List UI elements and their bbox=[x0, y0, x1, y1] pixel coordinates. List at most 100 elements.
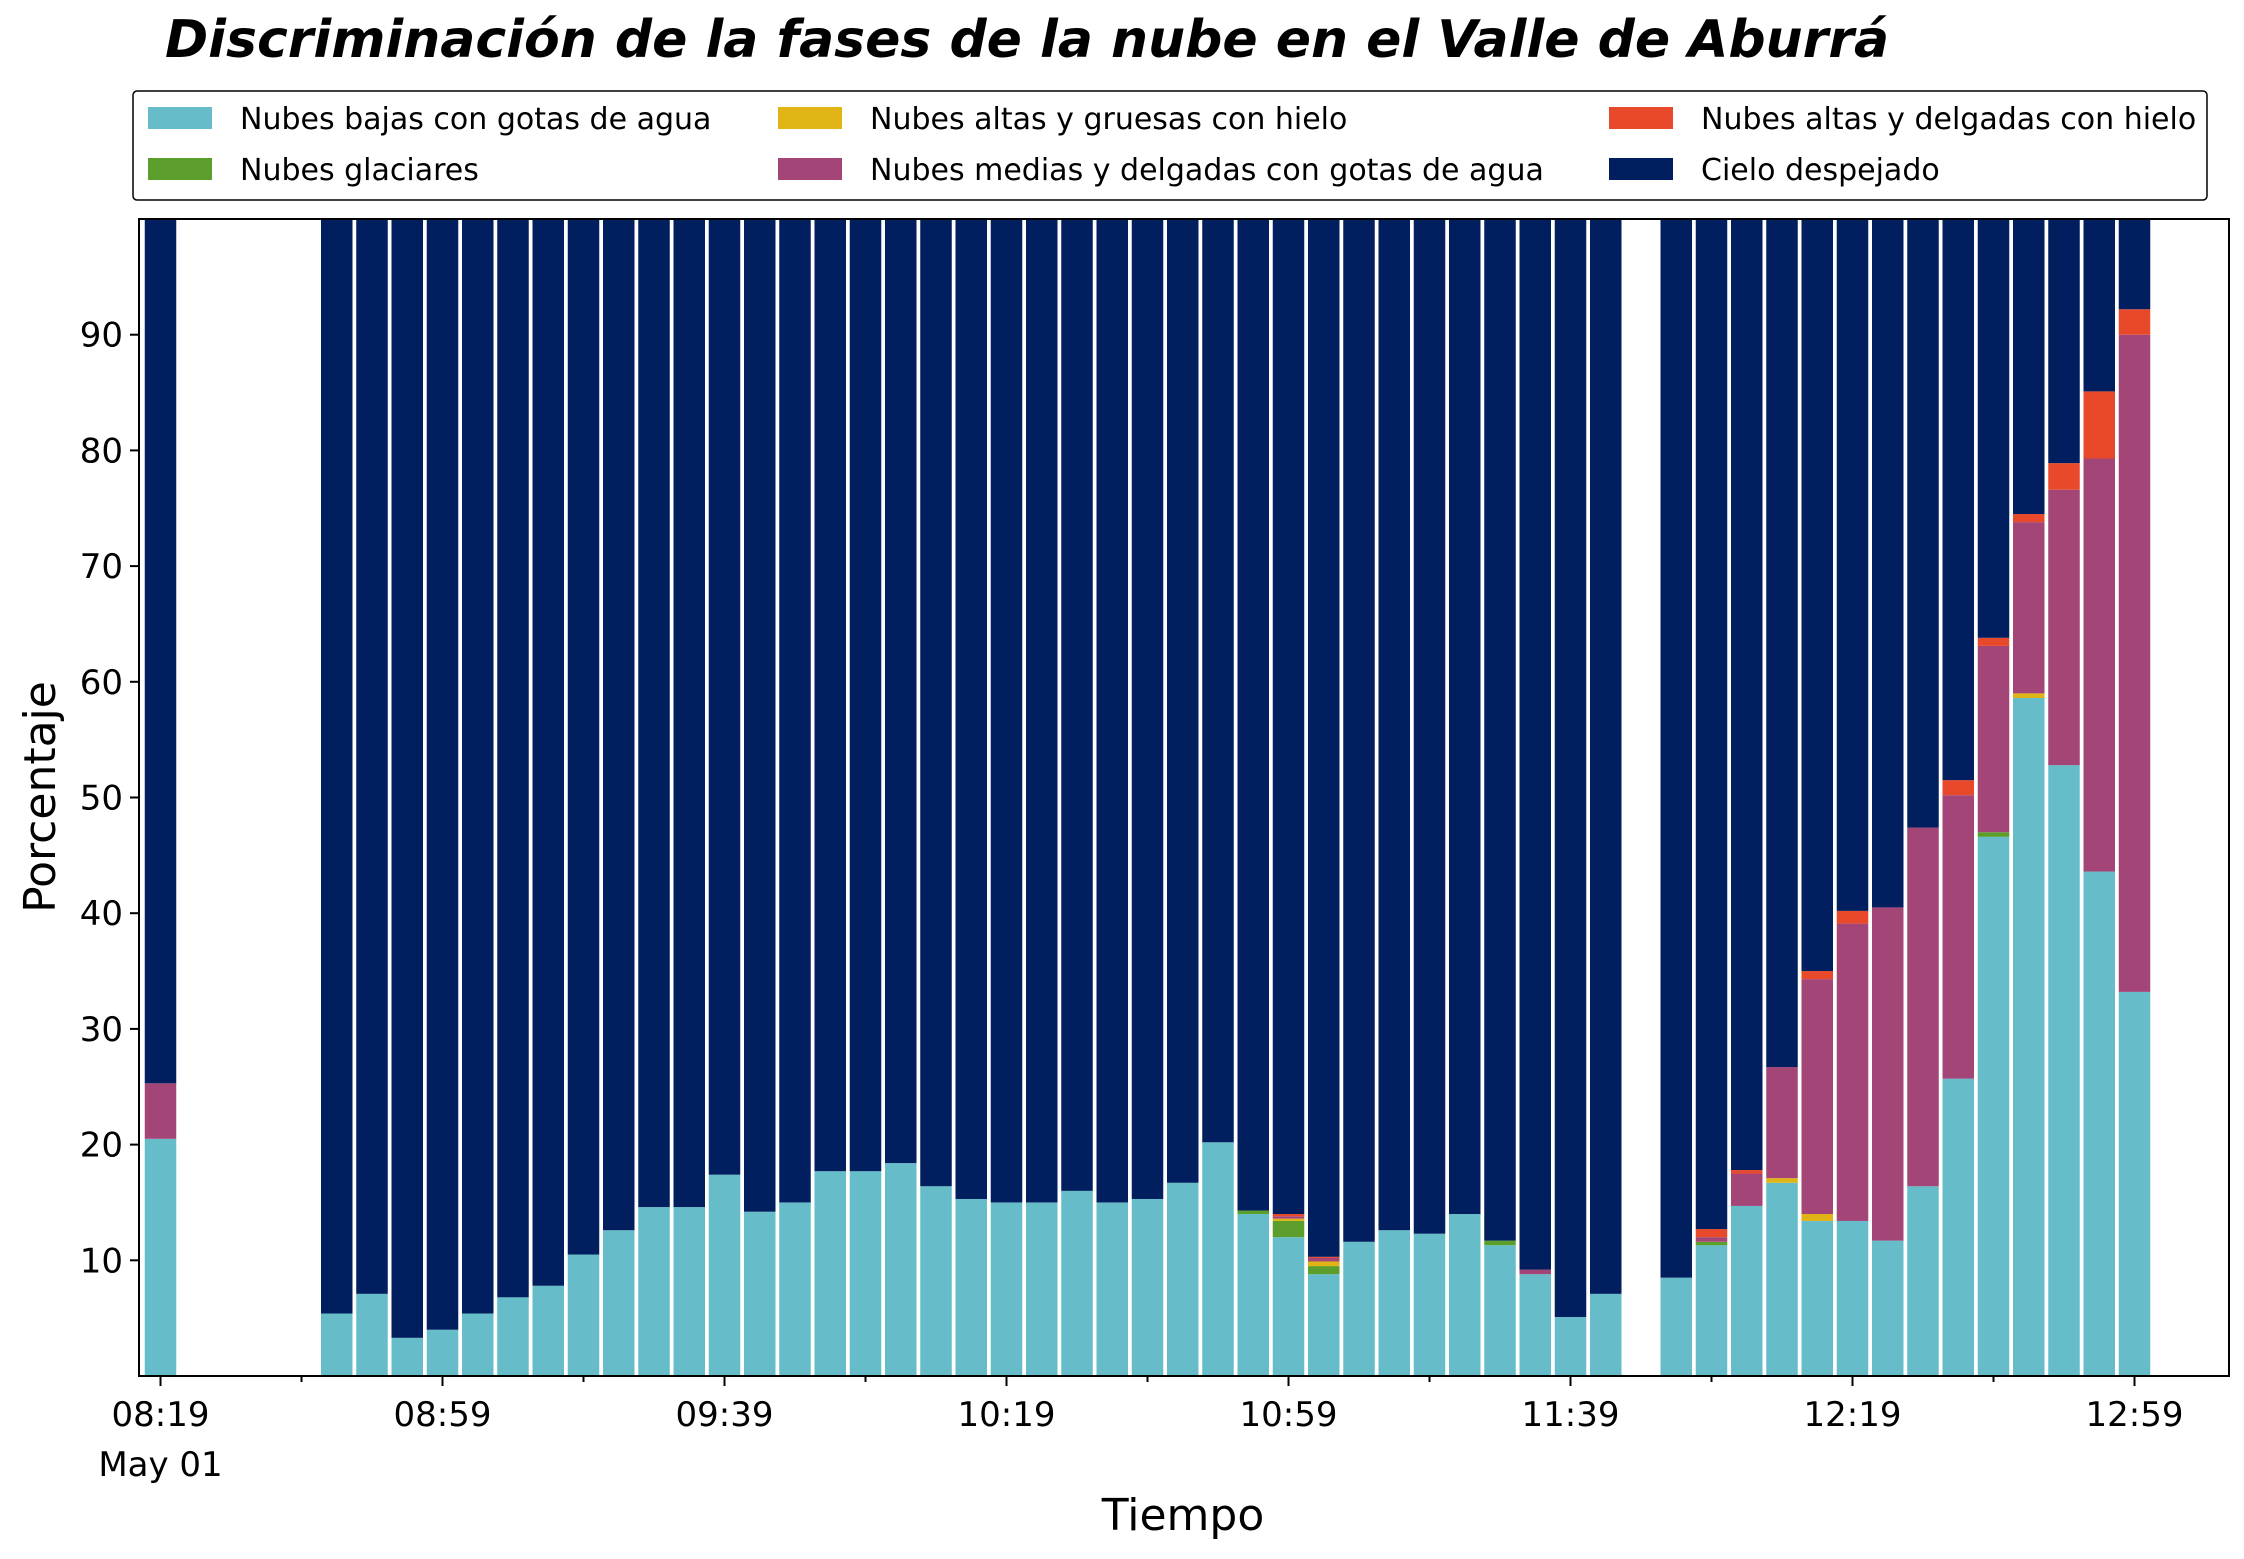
bar-segment-nubes-bajas-con-gotas-de-agua bbox=[779, 1202, 811, 1376]
bar-segment-nubes-bajas-con-gotas-de-agua bbox=[744, 1211, 776, 1376]
bar-segment-nubes-bajas-con-gotas-de-agua bbox=[1590, 1293, 1622, 1376]
x-tick-label: 12:19 bbox=[1804, 1395, 1902, 1435]
bar-segment-cielo-despejado bbox=[638, 219, 670, 1208]
bar-segment-cielo-despejado bbox=[1872, 219, 1904, 908]
bar-segment-cielo-despejado bbox=[1061, 219, 1093, 1191]
bar-segment-nubes-medias-y-delgadas-con-gotas-de-agua bbox=[1977, 645, 2010, 833]
bar-segment-nubes-altas-y-delgadas-con-hielo bbox=[1695, 1229, 1728, 1238]
bar-segment-nubes-bajas-con-gotas-de-agua bbox=[990, 1202, 1023, 1376]
bar-segment-cielo-despejado bbox=[955, 219, 987, 1199]
x-tick-label: 12:59 bbox=[2086, 1395, 2184, 1435]
bar-segment-cielo-despejado bbox=[603, 219, 635, 1231]
bar-segment-nubes-medias-y-delgadas-con-gotas-de-agua bbox=[1519, 1269, 1551, 1275]
bar-segment-cielo-despejado bbox=[321, 219, 353, 1314]
bar-segment-cielo-despejado bbox=[1907, 219, 1939, 828]
bar-segment-cielo-despejado bbox=[1413, 219, 1446, 1234]
bar-segment-nubes-bajas-con-gotas-de-agua bbox=[708, 1174, 741, 1376]
bar-segment-nubes-bajas-con-gotas-de-agua bbox=[1308, 1274, 1340, 1376]
bar-segment-cielo-despejado bbox=[1519, 219, 1551, 1270]
x-tick-label: 10:19 bbox=[958, 1395, 1056, 1435]
bar-segment-nubes-bajas-con-gotas-de-agua bbox=[532, 1285, 564, 1376]
bar-segment-cielo-despejado bbox=[497, 219, 529, 1298]
bar-segment-nubes-altas-y-delgadas-con-hielo bbox=[1801, 971, 1833, 980]
bar-segment-nubes-bajas-con-gotas-de-agua bbox=[885, 1163, 917, 1376]
bar-segment-nubes-bajas-con-gotas-de-agua bbox=[426, 1329, 459, 1376]
bar-segment-cielo-despejado bbox=[1237, 219, 1269, 1211]
bar-segment-nubes-glaciares bbox=[1308, 1266, 1340, 1275]
bar-segment-nubes-altas-y-delgadas-con-hielo bbox=[1272, 1214, 1305, 1217]
bar-segment-cielo-despejado bbox=[1167, 219, 1199, 1183]
bar-segment-nubes-medias-y-delgadas-con-gotas-de-agua bbox=[1766, 1067, 1798, 1179]
legend-swatch-nubes-glaciares bbox=[148, 158, 212, 180]
bar-segment-cielo-despejado bbox=[1096, 219, 1128, 1203]
bar-segment-nubes-altas-y-delgadas-con-hielo bbox=[1977, 637, 2010, 646]
legend-label-nubes-altas-y-delgadas-con-hielo: Nubes altas y delgadas con hielo bbox=[1701, 102, 2196, 137]
bar-segment-cielo-despejado bbox=[2013, 219, 2045, 515]
legend-swatch-nubes-bajas-con-gotas-de-agua bbox=[148, 107, 212, 129]
plot-area: 10 20 30 40 50 60 70 80 90 08:19 08:59 09:39 10:19 1… bbox=[80, 218, 2230, 1485]
bar-segment-cielo-despejado bbox=[920, 219, 952, 1187]
bar-segment-cielo-despejado bbox=[1836, 219, 1869, 911]
bar-segment-nubes-bajas-con-gotas-de-agua bbox=[1131, 1198, 1164, 1376]
bar-segment-nubes-bajas-con-gotas-de-agua bbox=[1766, 1182, 1798, 1376]
legend-label-nubes-glaciares: Nubes glaciares bbox=[240, 153, 479, 188]
bar-segment-cielo-despejado bbox=[744, 219, 776, 1212]
bar-segment-cielo-despejado bbox=[426, 219, 459, 1330]
bar-segment-nubes-glaciares bbox=[1237, 1210, 1269, 1215]
bar-segment-nubes-medias-y-delgadas-con-gotas-de-agua bbox=[1801, 979, 1833, 1215]
x-tick-sublabel: May 01 bbox=[98, 1445, 222, 1485]
bar-segment-nubes-medias-y-delgadas-con-gotas-de-agua bbox=[2013, 522, 2045, 694]
bar-segment-cielo-despejado bbox=[814, 219, 846, 1172]
bar-segment-cielo-despejado bbox=[1272, 219, 1305, 1215]
bar-segment-cielo-despejado bbox=[1343, 219, 1375, 1242]
bar-segment-cielo-despejado bbox=[1026, 219, 1058, 1203]
bar-segment-nubes-altas-y-gruesas-con-hielo bbox=[2013, 693, 2045, 698]
bar-segment-nubes-bajas-con-gotas-de-agua bbox=[1660, 1277, 1692, 1376]
bar-segment-nubes-altas-y-delgadas-con-hielo bbox=[2048, 463, 2080, 490]
bar-segment-nubes-bajas-con-gotas-de-agua bbox=[567, 1254, 600, 1376]
bar-segment-nubes-bajas-con-gotas-de-agua bbox=[1942, 1078, 1974, 1376]
bar-segment-nubes-altas-y-delgadas-con-hielo bbox=[2118, 309, 2151, 335]
bar-segment-nubes-bajas-con-gotas-de-agua bbox=[1801, 1220, 1833, 1376]
bar-segment-nubes-medias-y-delgadas-con-gotas-de-agua bbox=[2118, 334, 2151, 992]
chart-title: Discriminación de la fases de la nube en… bbox=[165, 10, 1889, 70]
legend-label-nubes-altas-y-gruesas-con-hielo: Nubes altas y gruesas con hielo bbox=[870, 102, 1347, 137]
bar-segment-nubes-bajas-con-gotas-de-agua bbox=[462, 1313, 494, 1376]
bar-segment-cielo-despejado bbox=[1660, 219, 1692, 1278]
bar-segment-nubes-altas-y-delgadas-con-hielo bbox=[1942, 780, 1974, 796]
y-tick-label: 90 bbox=[80, 316, 123, 356]
bar-segment-nubes-altas-y-delgadas-con-hielo bbox=[1731, 1170, 1763, 1174]
bar-segment-nubes-glaciares bbox=[1484, 1240, 1516, 1246]
bar-segment-nubes-bajas-con-gotas-de-agua bbox=[1061, 1190, 1093, 1376]
y-tick-label: 20 bbox=[80, 1126, 123, 1166]
bar-segment-nubes-glaciares bbox=[1695, 1241, 1728, 1246]
legend: Nubes bajas con gotas de agua Nubes glaci… bbox=[132, 90, 2208, 201]
bar-segment-cielo-despejado bbox=[1590, 219, 1622, 1294]
bar-segment-nubes-bajas-con-gotas-de-agua bbox=[497, 1297, 529, 1376]
x-tick-label: 08:59 bbox=[394, 1395, 492, 1435]
bar-segment-nubes-bajas-con-gotas-de-agua bbox=[814, 1171, 846, 1376]
bar-segment-nubes-bajas-con-gotas-de-agua bbox=[2013, 698, 2045, 1376]
bar-segment-cielo-despejado bbox=[1695, 219, 1728, 1230]
bar-segment-nubes-bajas-con-gotas-de-agua bbox=[603, 1230, 635, 1376]
y-axis: 10 20 30 40 50 60 70 80 90 bbox=[80, 316, 139, 1281]
bar-segment-nubes-altas-y-gruesas-con-hielo bbox=[1766, 1178, 1798, 1183]
bar-segment-nubes-bajas-con-gotas-de-agua bbox=[638, 1207, 670, 1376]
x-tick-label: 11:39 bbox=[1522, 1395, 1620, 1435]
bar-segment-cielo-despejado bbox=[356, 219, 388, 1294]
x-tick-label: 08:19 bbox=[112, 1395, 210, 1435]
bar-segment-cielo-despejado bbox=[1308, 219, 1340, 1257]
bar-segment-nubes-medias-y-delgadas-con-gotas-de-agua bbox=[1308, 1257, 1340, 1262]
bar-segment-nubes-medias-y-delgadas-con-gotas-de-agua bbox=[1942, 795, 1974, 1079]
bar-segment-nubes-bajas-con-gotas-de-agua bbox=[1096, 1202, 1128, 1376]
y-tick-label: 40 bbox=[80, 894, 123, 934]
bar-segment-cielo-despejado bbox=[1484, 219, 1516, 1241]
bar-segment-nubes-bajas-con-gotas-de-agua bbox=[1484, 1245, 1516, 1376]
bar-segment-nubes-medias-y-delgadas-con-gotas-de-agua bbox=[1272, 1216, 1305, 1219]
bar-segment-nubes-bajas-con-gotas-de-agua bbox=[1237, 1214, 1269, 1376]
y-tick-label: 10 bbox=[80, 1241, 123, 1281]
y-tick-label: 70 bbox=[80, 547, 123, 587]
bar-segment-cielo-despejado bbox=[673, 219, 705, 1208]
bar-segment-cielo-despejado bbox=[1449, 219, 1481, 1215]
